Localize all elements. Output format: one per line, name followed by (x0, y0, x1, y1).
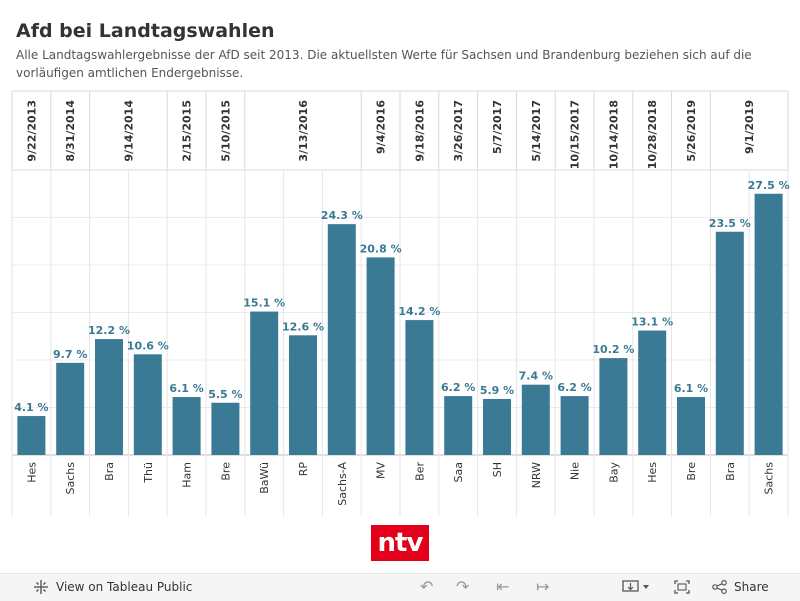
share-icon (712, 580, 727, 594)
date-group-label: 3/26/2017 (452, 100, 465, 162)
category-tick-label: Bre (219, 462, 232, 481)
bar (444, 396, 473, 455)
date-group-label: 9/4/2016 (375, 100, 388, 154)
bar-chart: 9/22/2013 8/31/2014 9/14/2014 2/15/2015 5/10… (11, 90, 790, 516)
date-group-label: 10/14/2018 (607, 100, 620, 169)
data-label: 10.2 % (592, 343, 634, 356)
bar (95, 339, 123, 455)
date-group-label: 5/7/2017 (491, 100, 504, 154)
bar (483, 398, 511, 455)
chart-title: Afd bei Landtagswahlen (16, 20, 275, 42)
bar (250, 311, 279, 455)
chart-subtitle: Alle Landtagswahlergebnisse der AfD seit… (16, 48, 752, 80)
date-group-label: 9/14/2014 (122, 100, 135, 162)
bar (599, 358, 628, 455)
data-label: 12.6 % (282, 320, 324, 333)
category-tick-label: BaWü (258, 462, 271, 494)
bar (56, 362, 85, 455)
date-group-label: 2/15/2015 (181, 100, 194, 162)
bar (289, 335, 317, 455)
date-group-label: 9/22/2013 (25, 100, 38, 162)
category-tick-label: Nie (569, 462, 582, 480)
redo-icon[interactable]: ↷ (456, 577, 470, 596)
undo-icon[interactable]: ↶ (420, 577, 434, 596)
date-group-label: 9/1/2019 (743, 100, 756, 154)
bar (638, 330, 667, 455)
data-label: 6.2 % (441, 381, 475, 394)
data-label: 15.1 % (243, 297, 285, 310)
data-label: 6.2 % (557, 381, 591, 394)
category-tick-label: NRW (530, 462, 543, 488)
forward-icon[interactable]: ↦ (536, 577, 550, 596)
bar (521, 384, 550, 455)
category-tick-label: Ham (181, 462, 194, 488)
date-group-label: 5/26/2019 (685, 100, 698, 162)
data-label: 24.3 % (321, 209, 363, 222)
data-label: 7.4 % (519, 370, 553, 383)
date-group-label: 10/28/2018 (646, 100, 659, 169)
bar (327, 224, 356, 455)
category-tick-label: Bra (103, 462, 116, 481)
data-label: 5.9 % (480, 384, 514, 397)
bar (211, 402, 240, 455)
date-group-label: 5/10/2015 (219, 100, 232, 162)
revert-icon[interactable]: ⇤ (496, 577, 510, 596)
category-tick-label: Bre (685, 462, 698, 481)
bar (133, 354, 162, 455)
data-label: 14.2 % (398, 305, 440, 318)
category-tick-label: Bay (607, 462, 620, 483)
tableau-footer: View on Tableau Public ↶ ↷ ⇤ ↦ Share (0, 573, 800, 601)
data-label: 6.1 % (674, 382, 708, 395)
date-group-label: 9/18/2016 (413, 100, 426, 162)
bar (715, 231, 744, 455)
data-label: 13.1 % (631, 316, 673, 329)
tableau-icon (34, 580, 48, 594)
date-group-label: 8/31/2014 (64, 100, 77, 162)
category-tick-label: Hes (646, 462, 659, 483)
data-label: 5.5 % (208, 388, 242, 401)
date-group-label: 5/14/2017 (530, 100, 543, 162)
date-group-label: 10/15/2017 (569, 100, 582, 169)
share-label: Share (734, 580, 769, 594)
data-label: 27.5 % (748, 179, 790, 192)
data-label: 20.8 % (360, 242, 402, 255)
data-label: 4.1 % (14, 401, 48, 414)
bar (366, 257, 395, 455)
category-tick-label: Sachs-A (336, 462, 349, 506)
category-tick-label: Ber (413, 462, 426, 481)
data-label: 12.2 % (88, 324, 130, 337)
category-tick-label: RP (297, 462, 310, 477)
share-button[interactable]: Share (712, 580, 769, 594)
bar (172, 397, 201, 455)
bar (405, 320, 434, 455)
download-icon[interactable] (622, 580, 652, 594)
category-tick-label: Sachs (763, 462, 776, 495)
category-tick-label: Saa (452, 462, 465, 482)
category-tick-label: Thü (142, 462, 155, 484)
bar (560, 396, 589, 455)
view-on-tableau-label: View on Tableau Public (56, 580, 193, 594)
bar (677, 397, 705, 455)
category-tick-label: Sachs (64, 462, 77, 495)
date-group-label: 3/13/2016 (297, 100, 310, 162)
fullscreen-icon[interactable] (674, 580, 690, 594)
view-on-tableau-link[interactable]: View on Tableau Public (34, 580, 192, 594)
category-tick-label: Hes (25, 462, 38, 483)
data-label: 23.5 % (709, 217, 751, 230)
data-label: 10.6 % (127, 339, 169, 352)
bar (754, 193, 783, 455)
bar (17, 416, 46, 455)
data-label: 6.1 % (169, 382, 203, 395)
category-tick-label: Bra (724, 462, 737, 481)
category-tick-label: MV (375, 462, 388, 479)
category-tick-label: SH (491, 462, 504, 477)
data-label: 9.7 % (53, 348, 87, 361)
ntv-logo: ntv (371, 525, 429, 561)
